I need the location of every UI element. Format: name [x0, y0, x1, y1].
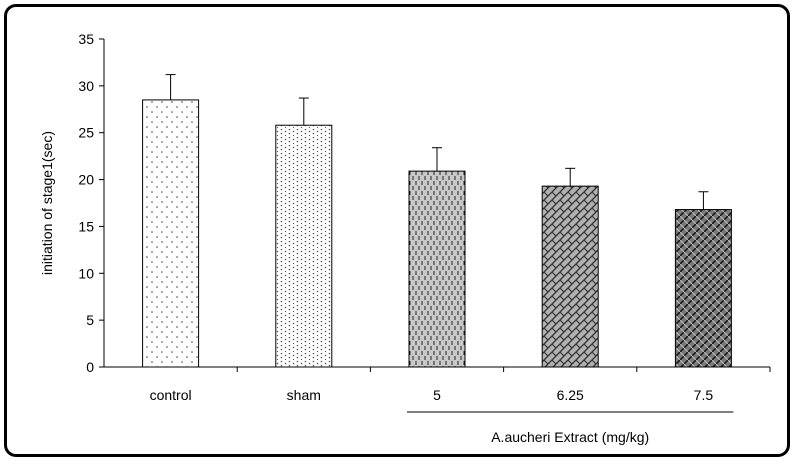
y-tick-label: 35 [78, 31, 94, 47]
group-label: A.aucheri Extract (mg/kg) [491, 429, 649, 445]
y-tick-label: 10 [78, 265, 94, 281]
y-axis-label: initiation of stage1(sec) [39, 131, 55, 275]
y-tick-label: 0 [86, 359, 94, 375]
bar-7.5 [674, 209, 732, 368]
x-tick-label: 7.5 [694, 387, 714, 403]
y-ticks: 0 5 10 15 20 25 30 35 [78, 31, 104, 375]
x-tick-label: sham [287, 387, 321, 403]
bar-control [142, 99, 200, 368]
x-tick-label: control [150, 387, 192, 403]
bars [142, 74, 732, 368]
x-tick-labels: control sham 5 6.25 7.5 [150, 367, 771, 403]
y-tick-label: 30 [78, 78, 94, 94]
x-tick-label: 6.25 [557, 387, 584, 403]
y-tick-label: 15 [78, 218, 94, 234]
chart-frame [4, 4, 790, 457]
y-tick-label: 20 [78, 172, 94, 188]
y-tick-label: 5 [86, 312, 94, 328]
bar-6.25 [541, 185, 599, 368]
bar-5 [408, 170, 466, 368]
bar-sham [275, 124, 333, 368]
x-tick-label: 5 [433, 387, 441, 403]
y-tick-label: 25 [78, 125, 94, 141]
